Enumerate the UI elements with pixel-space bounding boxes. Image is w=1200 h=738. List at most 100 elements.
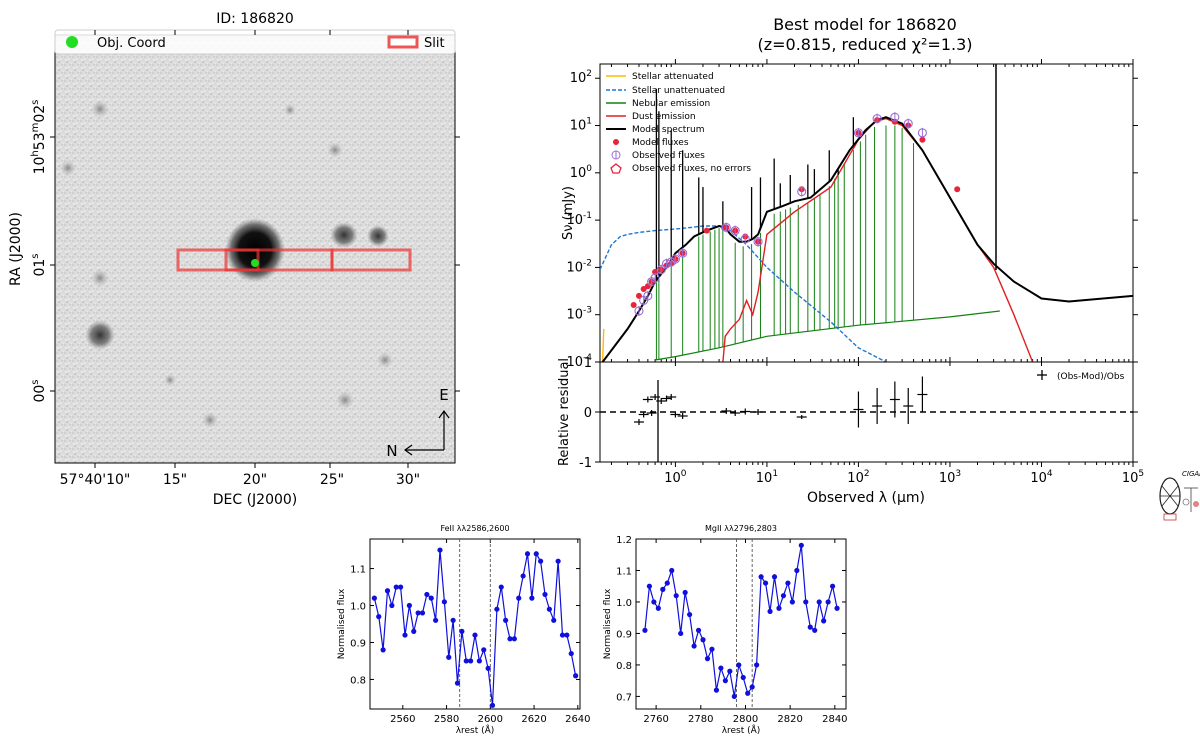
mgii-xlabel: λrest (Å) bbox=[722, 724, 761, 736]
series-stellar-attenuated bbox=[601, 328, 605, 362]
feii-ylabel: Normalised flux bbox=[337, 588, 347, 659]
sed-ytick-label: 10-4 bbox=[566, 353, 592, 370]
mgii-xtick-label: 2800 bbox=[733, 714, 758, 725]
feii-panel: FeII λλ2586,2600 2560 2580 2600 2620 2640 0.8… bbox=[337, 524, 591, 736]
mgii-panel: MgII λλ2796,2803 2760 2780 2800 2820 2840 0.7… bbox=[603, 524, 848, 736]
image-xtick-2: 20" bbox=[243, 472, 267, 488]
mgii-ytick-label: 1.1 bbox=[616, 566, 632, 577]
res-xtick-label: 102 bbox=[847, 469, 869, 486]
legend-slit-label: Slit bbox=[424, 36, 445, 51]
mgii-point bbox=[798, 542, 804, 548]
compass: E N bbox=[386, 386, 450, 460]
legend-model-fluxes: Model fluxes bbox=[632, 138, 689, 148]
slit-right bbox=[330, 248, 412, 272]
feii-point bbox=[415, 610, 421, 616]
observed-fluxes bbox=[634, 112, 927, 316]
mgii-point bbox=[655, 605, 661, 611]
feii-xtick-label: 2640 bbox=[565, 714, 590, 725]
mgii-point bbox=[754, 662, 760, 668]
mgii-xtick-label: 2760 bbox=[643, 714, 668, 725]
image-ytick-1: 01s bbox=[30, 253, 48, 276]
image-ytick-2: 00s bbox=[30, 379, 48, 402]
mgii-point bbox=[758, 574, 764, 580]
feii-point bbox=[551, 617, 557, 623]
compass-north-label: N bbox=[386, 442, 397, 460]
mgii-point bbox=[803, 599, 809, 605]
image-title: ID: 186820 bbox=[216, 11, 294, 27]
mgii-point bbox=[807, 624, 813, 630]
image-ylabel: RA (J2000) bbox=[8, 212, 24, 286]
residual-ticks: -1 0 1 100 101 102 103 104 105 bbox=[579, 356, 1144, 486]
sed-subtitle: (z=0.815, reduced χ²=1.3) bbox=[757, 35, 972, 54]
feii-ytick-label: 1.1 bbox=[350, 565, 366, 576]
res-ytick-label: 1 bbox=[584, 356, 592, 371]
mgii-point bbox=[829, 583, 836, 589]
feii-point bbox=[511, 636, 517, 642]
feii-point bbox=[463, 658, 469, 664]
compass-east-label: E bbox=[439, 386, 448, 404]
feii-point bbox=[529, 595, 535, 601]
feii-point bbox=[555, 558, 561, 564]
mgii-point bbox=[651, 599, 657, 605]
mgii-point bbox=[812, 627, 818, 633]
mgii-xtick-label: 2840 bbox=[822, 714, 847, 725]
mgii-point bbox=[642, 627, 648, 633]
feii-point bbox=[533, 551, 539, 557]
mgii-point bbox=[816, 599, 822, 605]
feii-point bbox=[454, 680, 461, 686]
feii-ytick-label: 0.9 bbox=[350, 638, 366, 649]
mgii-point bbox=[669, 567, 675, 574]
feii-point bbox=[564, 632, 570, 638]
image-legend: Obj. Coord Slit bbox=[54, 29, 456, 55]
mgii-point bbox=[709, 646, 715, 652]
feii-xtick-label: 2580 bbox=[434, 714, 459, 725]
mgii-point bbox=[780, 593, 787, 599]
legend-slit-marker bbox=[387, 35, 419, 49]
mgii-points bbox=[642, 542, 840, 700]
mgii-ticks: 2760 2780 2800 2820 2840 0.7 0.8 0.9 1.0 1.1 1.2 bbox=[616, 535, 847, 725]
image-xticks bbox=[94, 30, 409, 468]
feii-ticks: 2560 2580 2600 2620 2640 0.8 0.9 1.0 1.1 bbox=[350, 539, 591, 725]
mgii-spectrum bbox=[644, 545, 838, 697]
feii-point bbox=[524, 551, 531, 557]
feii-point bbox=[406, 602, 412, 609]
res-xtick-label: 103 bbox=[939, 469, 961, 486]
feii-point bbox=[380, 647, 386, 653]
mgii-point bbox=[646, 583, 653, 589]
residual-ylabel: Relative residual bbox=[557, 358, 572, 466]
feii-point bbox=[437, 547, 443, 553]
feii-point bbox=[402, 632, 408, 638]
legend-dust-emission: Dust emission bbox=[632, 112, 696, 122]
mgii-point bbox=[718, 665, 724, 671]
sed-ytick-label: 101 bbox=[570, 117, 592, 134]
feii-point bbox=[450, 617, 456, 623]
mgii-xtick-label: 2780 bbox=[688, 714, 713, 725]
feii-xtick-label: 2560 bbox=[390, 714, 415, 725]
res-ytick-label: -1 bbox=[579, 456, 592, 471]
mgii-point bbox=[825, 599, 831, 605]
feii-point bbox=[441, 599, 447, 605]
model-flux-point bbox=[919, 136, 926, 143]
feii-point bbox=[568, 650, 574, 657]
sed-ytick-label: 102 bbox=[570, 69, 592, 86]
series-nebular-emission bbox=[655, 310, 1000, 361]
feii-point bbox=[428, 595, 434, 601]
sed-ytick-label: 10-1 bbox=[566, 211, 592, 228]
mgii-point bbox=[664, 580, 670, 586]
mgii-ytick-label: 1.0 bbox=[616, 598, 632, 609]
mgii-point bbox=[687, 611, 693, 618]
feii-point bbox=[446, 654, 452, 660]
image-yticks bbox=[50, 136, 460, 392]
feii-point bbox=[516, 595, 522, 601]
feii-title: FeII λλ2586,2600 bbox=[440, 524, 509, 533]
residual-legend: (Obs-Mod)/Obs bbox=[1037, 370, 1125, 382]
mgii-point bbox=[722, 678, 728, 684]
image-panel: ID: 186820 E bbox=[8, 11, 460, 508]
feii-point bbox=[520, 573, 526, 579]
feii-vlines bbox=[459, 539, 491, 709]
object-marker bbox=[251, 259, 259, 267]
feii-point bbox=[468, 658, 474, 664]
feii-point bbox=[498, 584, 504, 590]
feii-ytick-label: 0.8 bbox=[350, 675, 366, 686]
